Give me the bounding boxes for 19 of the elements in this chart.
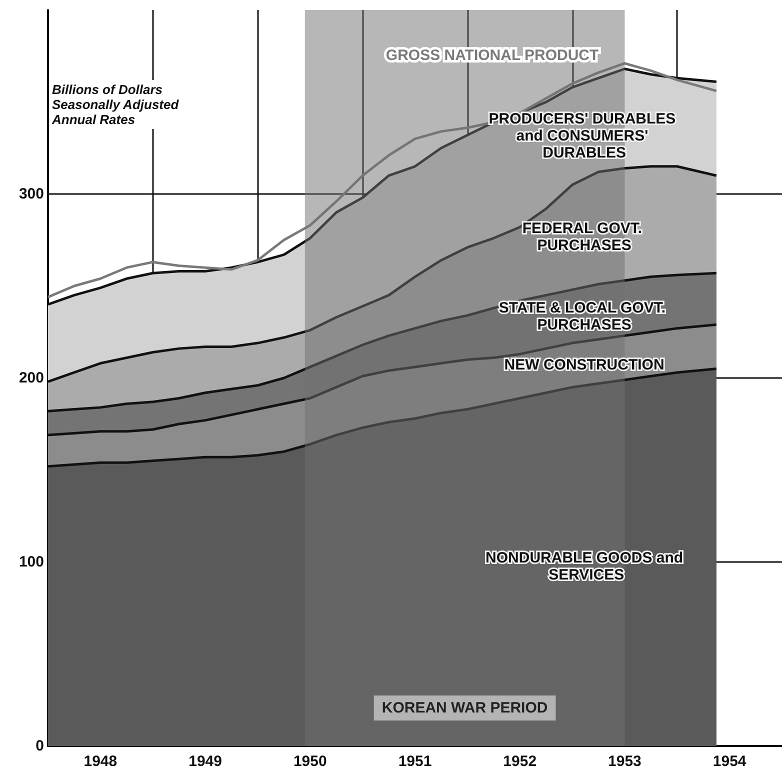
- y-tick-label: 0: [36, 738, 44, 754]
- y-tick-label: 300: [18, 186, 44, 202]
- x-tick-label: 1950: [293, 753, 327, 769]
- x-tick-label: 1952: [503, 753, 537, 769]
- band-label: KOREAN WAR PERIOD: [382, 700, 548, 716]
- y-axis-title: Billions of Dollars Seasonally Adjusted Annual Rates: [51, 82, 180, 127]
- x-tick-label: 1953: [608, 753, 642, 769]
- series-label: FEDERAL GOVT. PURCHASES: [522, 220, 646, 254]
- series-label: NONDURABLE GOODS and SERVICES: [486, 550, 684, 584]
- series-label: PRODUCERS' DURABLES and CONSUMERS' DURABLES: [488, 110, 680, 162]
- y-tick-label: 100: [18, 554, 44, 570]
- series-label: STATE & LOCAL GOVT. PURCHASES: [498, 299, 670, 334]
- line-series: [46, 62, 718, 298]
- x-tick-label: 1949: [188, 753, 222, 769]
- x-tick-label: 1948: [84, 753, 118, 769]
- x-tick-label: 1954: [712, 753, 747, 769]
- x-tick-label: 1951: [398, 753, 432, 769]
- series-label: NEW CONSTRUCTION: [504, 356, 664, 374]
- y-tick-label: 200: [18, 370, 44, 386]
